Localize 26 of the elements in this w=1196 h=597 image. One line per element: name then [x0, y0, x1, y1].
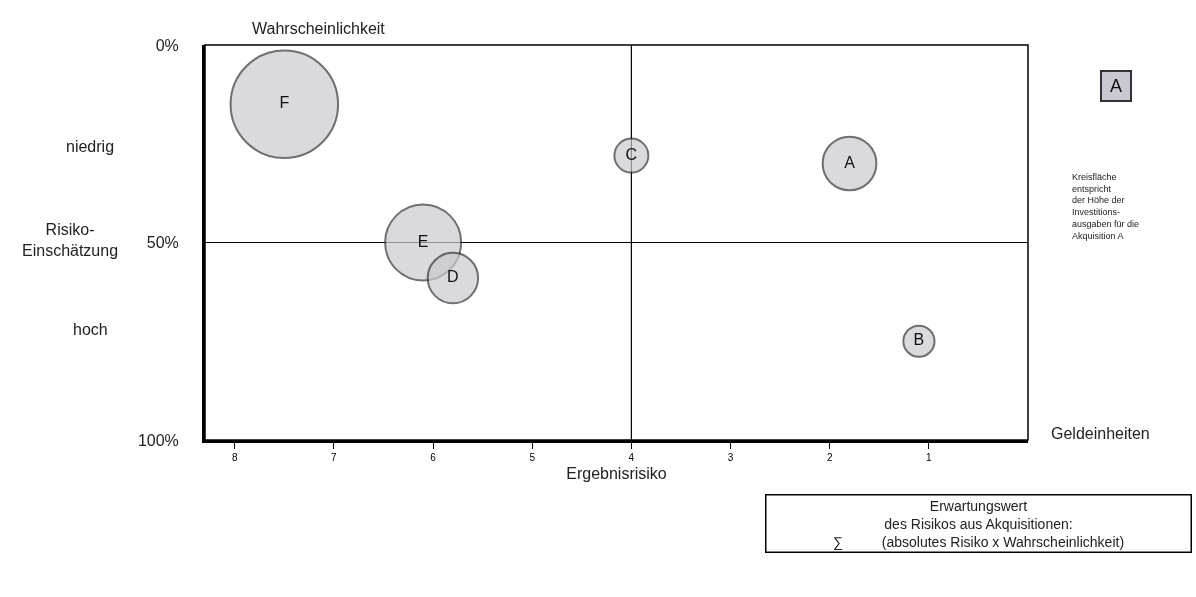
series-label: B	[913, 331, 925, 349]
x-tick-label: 2	[826, 452, 833, 463]
text: Risiko- Einschätzung	[22, 221, 119, 259]
y-axis-title: Wahrscheinlichkeit	[252, 20, 386, 37]
x-tick-label: 3	[727, 452, 734, 463]
text: A	[1109, 76, 1123, 96]
series-label: A	[844, 153, 856, 171]
x-tick-label: 5	[529, 452, 536, 463]
y-tick-label: 50%	[146, 234, 179, 252]
text: Kreisfläche entspricht der Höhe der Investitions- ausgaben für die Akquisition A	[1072, 172, 1140, 241]
text: Geldeinheiten	[1051, 425, 1150, 442]
x-tick-label: 4	[628, 452, 635, 463]
text: niedrig	[66, 138, 115, 155]
series-label: F	[279, 94, 290, 112]
x-tick-label: 8	[231, 452, 238, 463]
x-tick-label: 1	[926, 452, 933, 463]
series-label: C	[625, 145, 638, 163]
series-label: D	[447, 268, 459, 286]
text: Erwartungswert des Risikos aus Akquisitionen: ∑ (absolutes Risiko x Wahrscheinlichkeit)	[832, 497, 1125, 550]
x-tick-label: 6	[430, 452, 437, 463]
y-tick-label: 0%	[155, 36, 179, 54]
x-axis-title: Ergebnisrisiko	[566, 464, 667, 482]
x-tick-label: 7	[331, 452, 338, 463]
text: hoch	[73, 321, 108, 338]
series-label: E	[417, 232, 429, 250]
y-tick-label: 100%	[137, 431, 179, 449]
